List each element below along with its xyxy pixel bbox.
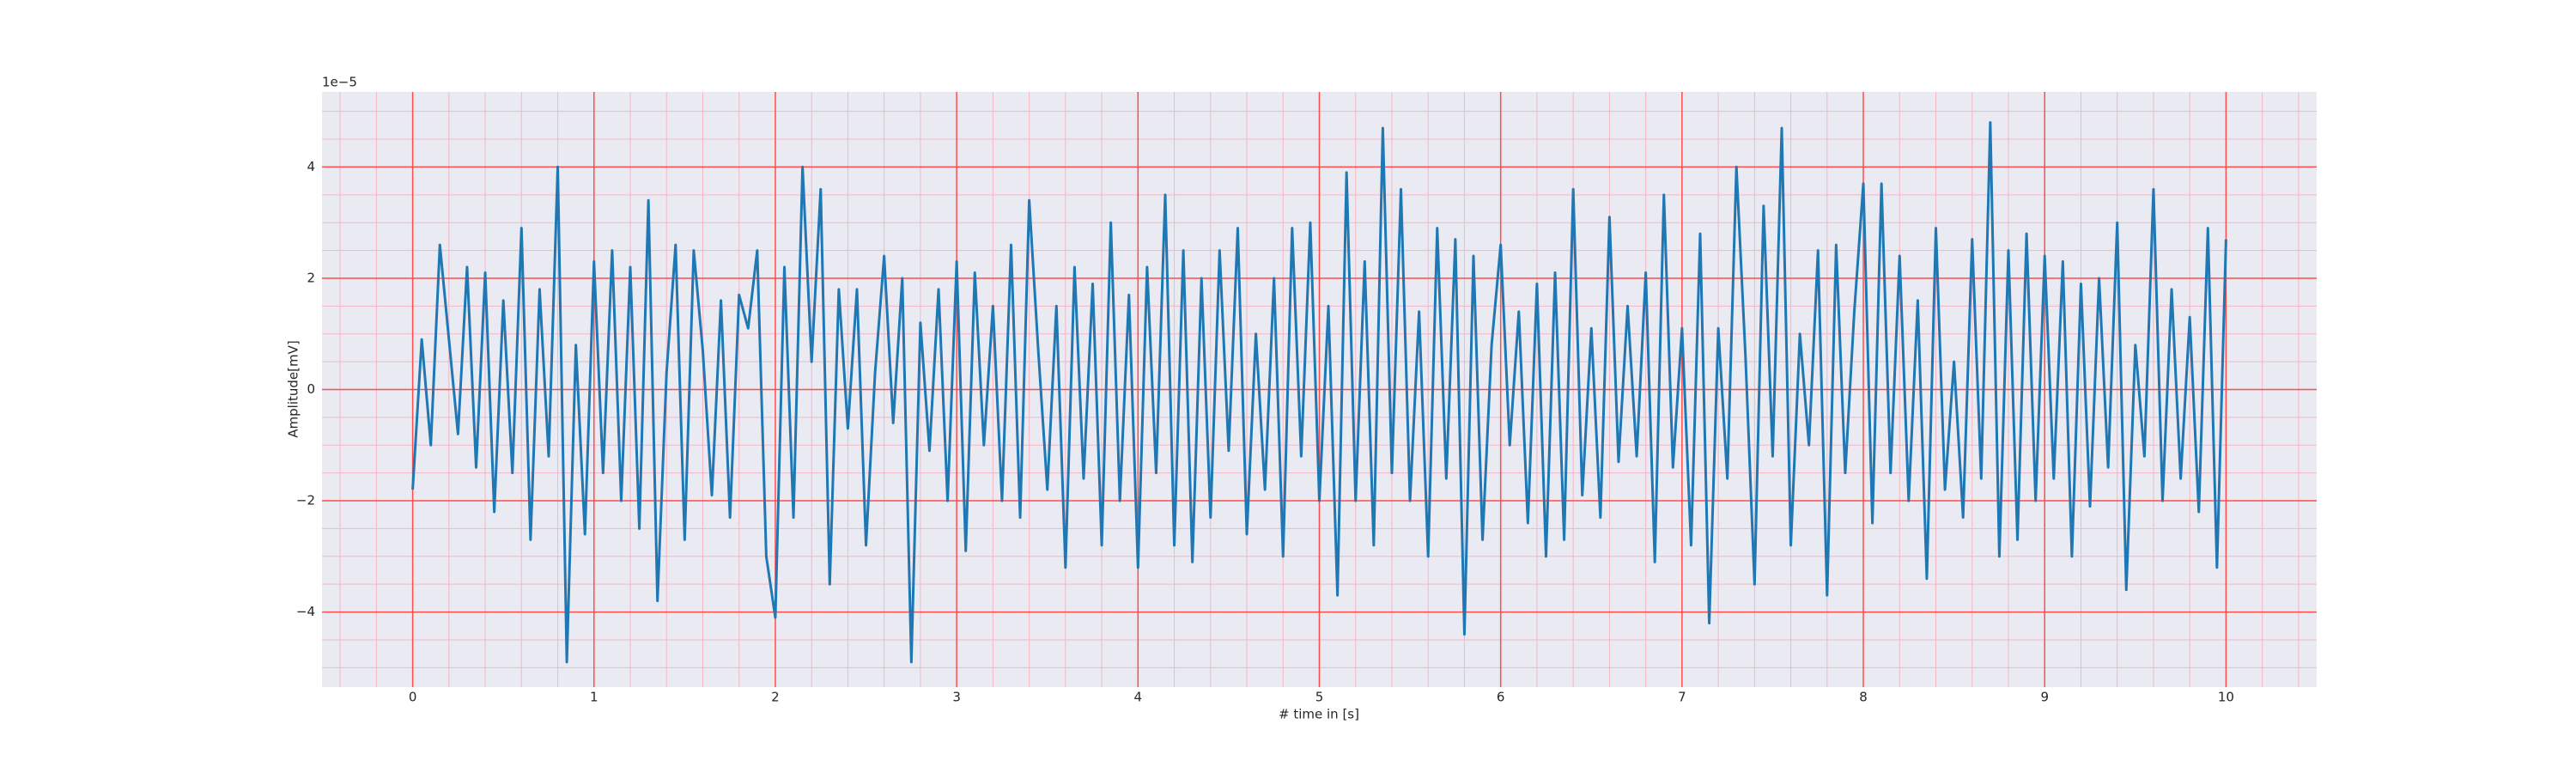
x-tick-label: 3 (952, 690, 961, 705)
x-tick-label: 7 (1678, 690, 1686, 705)
y-tick-label: 2 (307, 270, 315, 285)
y-tick-label: −2 (296, 493, 315, 508)
x-tick-label: 0 (409, 690, 417, 705)
line-series (411, 121, 2227, 664)
y-axis-label: Amplitude[mV] (286, 340, 301, 437)
x-tick-label: 6 (1497, 690, 1505, 705)
x-tick-label: 5 (1315, 690, 1324, 705)
y-tick-label: 0 (307, 381, 315, 397)
x-tick-label: 10 (2218, 690, 2234, 705)
x-tick-label: 4 (1134, 690, 1143, 705)
x-tick-label: 1 (590, 690, 598, 705)
x-tick-label: 2 (771, 690, 780, 705)
x-tick-label: 8 (1859, 690, 1868, 705)
y-tick-label: 4 (307, 159, 315, 174)
x-tick-label: 9 (2040, 690, 2049, 705)
y-offset-label: 1e−5 (322, 75, 357, 90)
x-axis-label: # time in [s] (1279, 707, 1359, 722)
y-tick-label: −4 (296, 604, 315, 619)
